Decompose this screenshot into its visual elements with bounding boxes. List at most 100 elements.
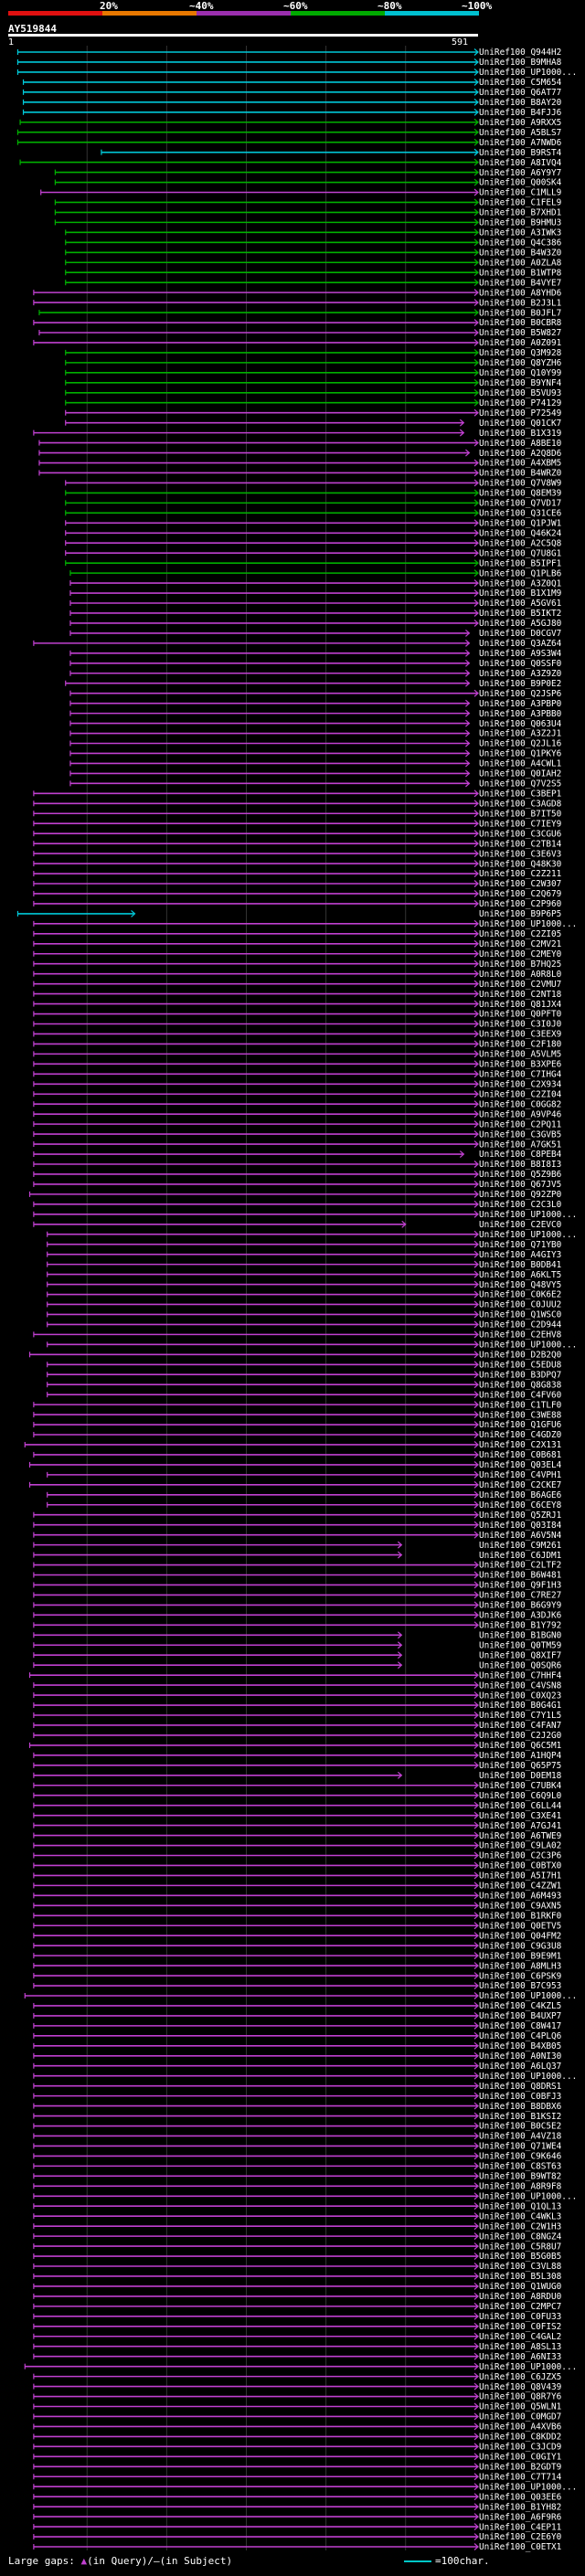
hit-name[interactable]: UniRef100_B2J3L1 [479, 298, 562, 308]
hit-name[interactable]: UniRef100_Q4C386 [479, 239, 562, 249]
hit-name[interactable]: UniRef100_C2VMU7 [479, 980, 561, 990]
hit-name[interactable]: UniRef100_C0MGD7 [479, 2412, 561, 2422]
hit-name[interactable]: UniRef100_C0BTX0 [479, 1861, 562, 1871]
hit-name[interactable]: UniRef100_Q03EL4 [479, 1460, 562, 1470]
hit-name[interactable]: UniRef100_C0B681 [479, 1450, 562, 1460]
hit-name[interactable]: UniRef100_Q7U8G1 [479, 548, 562, 558]
hit-name[interactable]: UniRef100_C2EHV8 [479, 1330, 562, 1341]
hit-name[interactable]: UniRef100_B1X1M9 [479, 588, 562, 599]
hit-name[interactable]: UniRef100_Q3AZ64 [479, 639, 562, 649]
hit-name[interactable]: UniRef100_C7IEY9 [479, 819, 562, 829]
hit-name[interactable]: UniRef100_C9K646 [479, 2152, 562, 2162]
hit-name[interactable]: UniRef100_A6M493 [479, 1892, 561, 1902]
hit-name[interactable]: UniRef100_C4GDZ0 [479, 1430, 562, 1440]
hit-name[interactable]: UniRef100_B1WTP8 [479, 268, 562, 278]
hit-name[interactable]: UniRef100_A8MLH3 [479, 1961, 561, 1971]
hit-name[interactable]: UniRef100_B9HMU3 [479, 218, 561, 228]
hit-name[interactable]: UniRef100_C4VPH1 [479, 1470, 562, 1480]
hit-name[interactable]: UniRef100_A4VZ18 [479, 2132, 562, 2142]
hit-name[interactable]: UniRef100_B5L308 [479, 2272, 562, 2282]
hit-name[interactable]: UniRef100_B3XPE6 [479, 1060, 562, 1070]
hit-name[interactable]: UniRef100_Q5Z9B6 [479, 1170, 562, 1180]
hit-name[interactable]: UniRef100_UP1000... [479, 1991, 577, 2001]
hit-name[interactable]: UniRef100_Q04FM2 [479, 1931, 561, 1941]
hit-name[interactable]: UniRef100_Q1GFU6 [479, 1420, 562, 1430]
hit-name[interactable]: UniRef100_B3DPQ7 [479, 1370, 561, 1380]
hit-name[interactable]: UniRef100_A1HQP4 [479, 1751, 562, 1761]
hit-name[interactable]: UniRef100_C2X934 [479, 1079, 562, 1089]
hit-name[interactable]: UniRef100_Q1QL13 [479, 2201, 561, 2211]
hit-name[interactable]: UniRef100_Q8YZH6 [479, 358, 562, 368]
hit-name[interactable]: UniRef100_A6NI33 [479, 2352, 561, 2362]
hit-name[interactable]: UniRef100_B9RST4 [479, 148, 562, 158]
hit-name[interactable]: UniRef100_A4XBM5 [479, 459, 561, 469]
hit-name[interactable]: UniRef100_C3EEX9 [479, 1030, 562, 1040]
hit-name[interactable]: UniRef100_C6PSK9 [479, 1971, 562, 1981]
hit-name[interactable]: UniRef100_A6V5N4 [479, 1531, 562, 1541]
hit-name[interactable]: UniRef100_A0Z091 [479, 338, 562, 348]
hit-name[interactable]: UniRef100_Q8EM39 [479, 489, 562, 499]
hit-name[interactable]: UniRef100_Q48VY5 [479, 1280, 561, 1290]
hit-name[interactable]: UniRef100_A5I7H1 [479, 1871, 562, 1882]
hit-name[interactable]: UniRef100_C0FIS2 [479, 2322, 561, 2332]
hit-name[interactable]: UniRef100_B8AY20 [479, 98, 562, 108]
hit-name[interactable]: UniRef100_C6CEY8 [479, 1500, 562, 1511]
hit-name[interactable]: UniRef100_B6W481 [479, 1571, 562, 1581]
hit-name[interactable]: UniRef100_UP1000... [479, 2072, 577, 2082]
hit-name[interactable]: UniRef100_Q1PJW1 [479, 519, 562, 529]
hit-name[interactable]: UniRef100_B9MHA8 [479, 58, 562, 68]
hit-name[interactable]: UniRef100_Q0ETV5 [479, 1921, 561, 1931]
hit-name[interactable]: UniRef100_A3Z2J1 [479, 729, 562, 739]
hit-name[interactable]: UniRef100_C2CKE7 [479, 1480, 561, 1490]
hit-name[interactable]: UniRef100_B4W3Z0 [479, 248, 562, 258]
hit-name[interactable]: UniRef100_B5G0B5 [479, 2252, 561, 2262]
hit-name[interactable]: UniRef100_C2PQ11 [479, 1119, 562, 1129]
hit-name[interactable]: UniRef100_C1MLL9 [479, 188, 562, 198]
hit-name[interactable]: UniRef100_C7Y1L5 [479, 1711, 561, 1721]
hit-name[interactable]: UniRef100_C0XQ23 [479, 1691, 561, 1701]
hit-name[interactable]: UniRef100_Q8XIF7 [479, 1650, 561, 1660]
hit-name[interactable]: UniRef100_C4FAN7 [479, 1721, 561, 1731]
hit-name[interactable]: UniRef100_Q8DRS1 [479, 2082, 562, 2092]
hit-name[interactable]: UniRef100_C6JZX5 [479, 2372, 561, 2382]
hit-name[interactable]: UniRef100_C8NGZ4 [479, 2231, 562, 2242]
hit-name[interactable]: UniRef100_B4VYE7 [479, 278, 561, 288]
hit-name[interactable]: UniRef100_C9AXN5 [479, 1902, 561, 1912]
hit-name[interactable]: UniRef100_A6KLT5 [479, 1270, 561, 1280]
hit-name[interactable]: UniRef100_Q67JV5 [479, 1180, 561, 1190]
hit-name[interactable]: UniRef100_B5IPF1 [479, 558, 562, 568]
hit-name[interactable]: UniRef100_A9VP46 [479, 1109, 562, 1119]
hit-name[interactable]: UniRef100_Q5ZRJ1 [479, 1511, 562, 1521]
hit-name[interactable]: UniRef100_C3VL88 [479, 2262, 562, 2272]
hit-name[interactable]: UniRef100_P74129 [479, 398, 562, 408]
hit-name[interactable]: UniRef100_A9S3W4 [479, 649, 562, 659]
hit-name[interactable]: UniRef100_C7IHG4 [479, 1070, 562, 1080]
hit-name[interactable]: UniRef100_Q9F1H3 [479, 1581, 561, 1591]
hit-name[interactable]: UniRef100_Q8V439 [479, 2382, 562, 2392]
hit-name[interactable]: UniRef100_C0BFJ3 [479, 2092, 561, 2102]
hit-name[interactable]: UniRef100_A3PBP0 [479, 699, 562, 709]
hit-name[interactable]: UniRef100_B4WRZ0 [479, 469, 562, 479]
hit-name[interactable]: UniRef100_Q7V8W9 [479, 479, 562, 489]
hit-name[interactable]: UniRef100_B4XB05 [479, 2041, 561, 2051]
hit-name[interactable]: UniRef100_Q03EE6 [479, 2492, 562, 2502]
hit-name[interactable]: UniRef100_C3AGD8 [479, 799, 562, 809]
hit-name[interactable]: UniRef100_A3PBB0 [479, 709, 562, 719]
hit-name[interactable]: UniRef100_D0CGV7 [479, 629, 561, 639]
hit-name[interactable]: UniRef100_Q03I84 [479, 1521, 562, 1531]
hit-name[interactable]: UniRef100_B0CBR8 [479, 318, 562, 328]
hit-name[interactable]: UniRef100_C2ZI04 [479, 1089, 562, 1099]
hit-name[interactable]: UniRef100_C2TB14 [479, 839, 562, 849]
hit-name[interactable]: UniRef100_Q2JSP6 [479, 689, 562, 699]
hit-name[interactable]: UniRef100_B5IKT2 [479, 609, 561, 619]
hit-name[interactable]: UniRef100_UP1000... [479, 68, 577, 78]
hit-name[interactable]: UniRef100_Q5WLN1 [479, 2402, 562, 2412]
hit-name[interactable]: UniRef100_Q71YB0 [479, 1240, 562, 1250]
hit-name[interactable]: UniRef100_B7XHD1 [479, 208, 562, 218]
hit-name[interactable]: UniRef100_B1KSI2 [479, 2112, 561, 2122]
hit-name[interactable]: UniRef100_C3GVB5 [479, 1129, 561, 1140]
hit-name[interactable]: UniRef100_Q1WUG0 [479, 2282, 562, 2292]
hit-name[interactable]: UniRef100_B1BGN0 [479, 1630, 562, 1640]
hit-name[interactable]: UniRef100_C2MPC7 [479, 2302, 561, 2312]
hit-name[interactable]: UniRef100_B1Y792 [479, 1621, 561, 1631]
